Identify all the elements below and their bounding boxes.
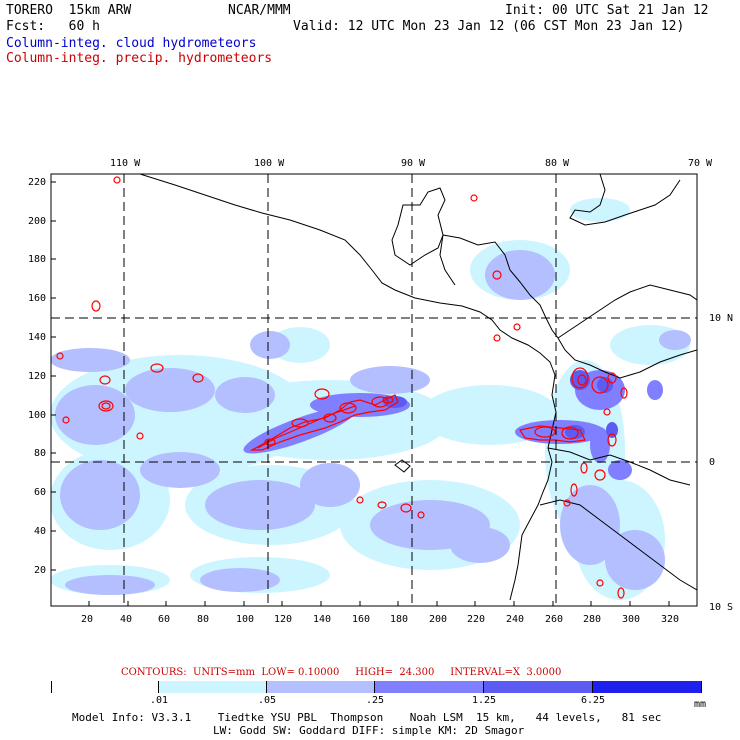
precip-contours [56,176,628,599]
legend-tick-4: 1.25 [471,695,497,706]
legend-box-4 [484,681,593,693]
x-tick-label: 20 [81,614,94,625]
legend-tick-2: .05 [257,695,277,706]
legend-box-3 [375,681,484,693]
init-time: Init: 00 UTC Sat 21 Jan 12 [505,3,709,18]
legend-tick-3: .25 [365,695,385,706]
legend-unit: mm [694,699,707,710]
coastlines [139,174,697,601]
lon-label-110w: 110 W [110,158,141,169]
legend-box-5 [593,681,701,693]
valid-time: Valid: 12 UTC Mon 23 Jan 12 (06 CST Mon … [293,19,685,34]
map-field [51,174,697,606]
y-tick-label: 140 [27,332,46,343]
field-precip-label: Column-integ. precip. hydrometeors [6,51,273,66]
model-name: TORERO 15km ARW [6,3,132,18]
x-tick-label: 80 [197,614,210,625]
map-frame [50,173,698,607]
x-tick-label: 160 [352,614,371,625]
latlon-grid [51,174,697,606]
x-tick-label: 200 [429,614,448,625]
y-tick-label: 80 [33,448,46,459]
y-tick-label: 40 [33,526,46,537]
x-tick-label: 120 [274,614,293,625]
center-name: NCAR/MMM [228,3,291,18]
y-tick-label: 100 [27,410,46,421]
x-tick-label: 240 [506,614,525,625]
field-cloud-label: Column-integ. cloud hydrometeors [6,36,257,51]
forecast-hour: Fcst: 60 h [6,19,100,34]
x-tick-label: 100 [236,614,255,625]
model-info-line-2: LW: Godd SW: Goddard DIFF: simple KM: 2D… [213,724,525,737]
x-tick-label: 180 [390,614,409,625]
legend-box-2 [267,681,375,693]
y-tick-label: 60 [33,487,46,498]
y-tick-label: 160 [27,293,46,304]
y-tick-label: 120 [27,371,46,382]
y-tick-label: 20 [33,565,46,576]
y-tick-label: 220 [27,177,46,188]
lat-label-0: 0 [709,457,716,468]
lat-label-10n: 10 N [709,313,734,324]
model-info-line-1: Model Info: V3.3.1 Tiedtke YSU PBL Thomp… [72,711,662,724]
lon-label-90w: 90 W [401,158,426,169]
legend-tick-1: .01 [149,695,169,706]
x-tick-label: 220 [467,614,486,625]
contour-info: CONTOURS: UNITS=mm LOW= 0.10000 HIGH= 24… [121,667,562,678]
x-tick-label: 300 [622,614,641,625]
legend-box-0 [52,681,159,693]
x-tick-label: 320 [661,614,680,625]
legend-box-1 [159,681,267,693]
x-tick-label: 40 [120,614,133,625]
x-tick-label: 280 [583,614,602,625]
y-tick-label: 180 [27,254,46,265]
lon-label-80w: 80 W [545,158,570,169]
x-tick-label: 260 [545,614,564,625]
lon-label-70w: 70 W [688,158,713,169]
lon-label-100w: 100 W [254,158,285,169]
legend-tick-5: 6.25 [580,695,606,706]
fill-level-2 [51,250,691,595]
axis-ticks [51,181,670,606]
lat-label-10s: 10 S [709,602,734,613]
x-tick-label: 140 [313,614,332,625]
y-tick-label: 200 [27,216,46,227]
x-tick-label: 60 [158,614,171,625]
